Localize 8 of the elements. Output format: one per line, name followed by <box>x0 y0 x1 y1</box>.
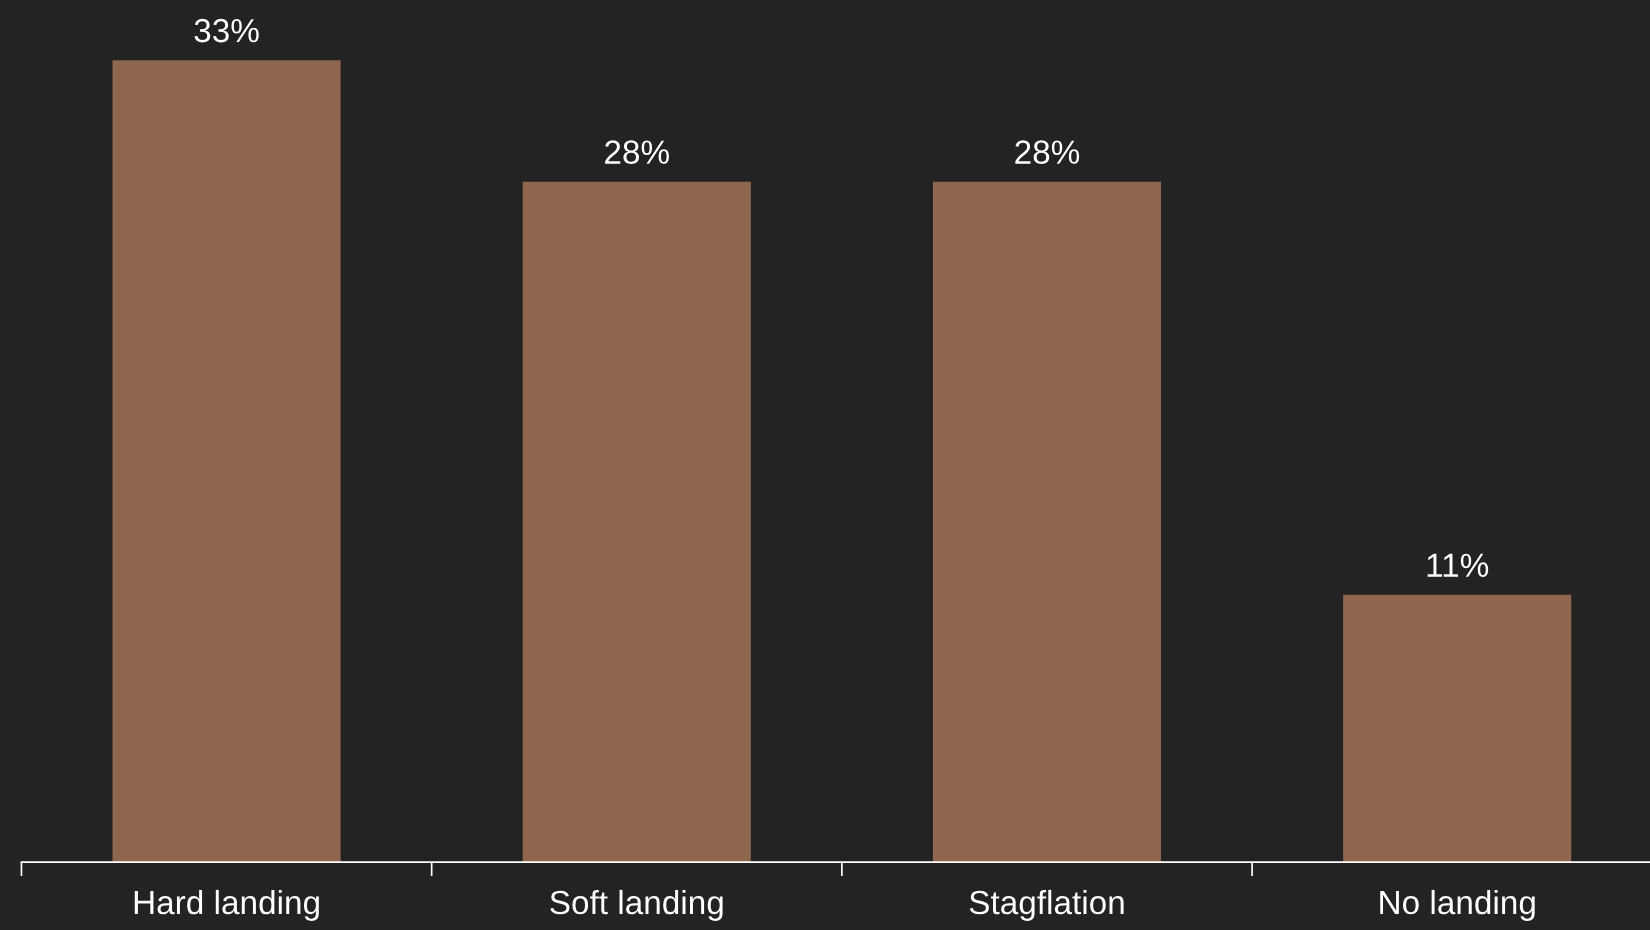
data-label: 11% <box>1427 553 1489 577</box>
data-label: 28% <box>1015 140 1080 164</box>
data-label: 28% <box>605 140 669 164</box>
x-tick-label: No landing <box>1380 889 1535 921</box>
data-label: 33% <box>194 18 259 43</box>
x-tick-label: Stagflation <box>969 889 1124 921</box>
x-tick-label: Soft landing <box>550 889 723 921</box>
x-tick-label: Hard landing <box>134 889 319 921</box>
